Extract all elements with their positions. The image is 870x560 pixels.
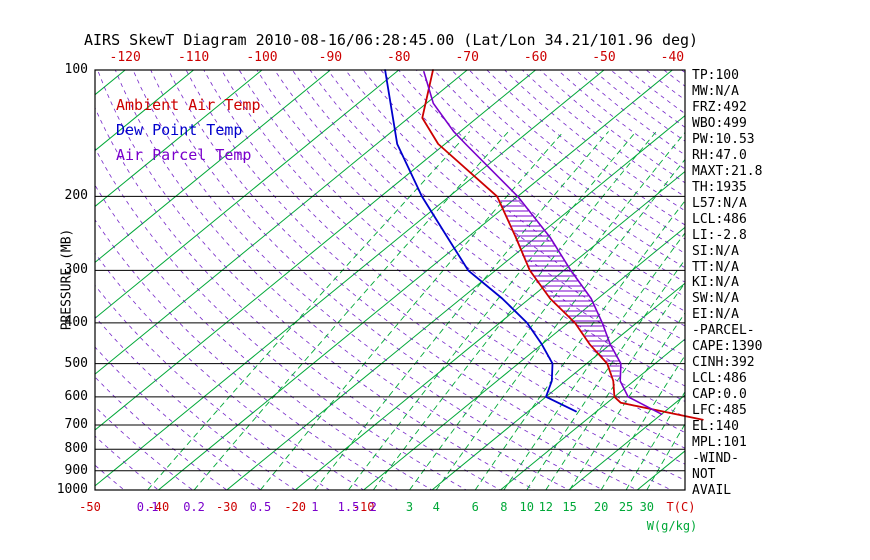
bottom-temp-label: -10 [352, 500, 375, 514]
legend-ambient-air-temp: Ambient Air Temp [116, 96, 261, 114]
mixing-ratio-label: 4 [432, 500, 440, 514]
top-axis-label: -40 [660, 50, 685, 65]
stats-line: RH:47.0 [692, 147, 747, 163]
mixing-ratio-lines [147, 131, 685, 490]
skewt-background [95, 70, 685, 490]
stats-line: MW:N/A [692, 83, 739, 99]
mixing-ratio-label: 0.2 [183, 500, 205, 514]
pressure-tick-label: 700 [64, 416, 88, 432]
stats-line: CINH:392 [692, 355, 755, 371]
stats-line: NOT [692, 467, 716, 482]
pressure-tick-label: 200 [64, 188, 88, 204]
stats-line: TT:N/A [692, 259, 739, 275]
legend-air-parcel-temp: Air Parcel Temp [116, 146, 252, 164]
pressure-tick-label: 300 [64, 262, 88, 278]
stats-line: CAPE:1390 [692, 339, 763, 355]
stats-line: EL:140 [692, 419, 739, 435]
bottom-temp-label: -50 [79, 500, 101, 514]
stats-line: SI:N/A [692, 243, 739, 259]
stats-line: LCL:486 [692, 371, 747, 387]
stats-line: -WIND- [692, 451, 739, 467]
top-axis-label: -90 [318, 50, 343, 65]
stats-line: MPL:101 [692, 435, 747, 451]
stats-line: CAP:0.0 [692, 387, 747, 403]
mixing-ratio-label: 8 [500, 500, 508, 514]
dewpoint-curve [384, 69, 577, 413]
mixing-ratio-label: 3 [405, 500, 414, 514]
mixing-ratio-label: 1.5 [337, 500, 360, 514]
stats-line: KI:N/A [692, 275, 739, 291]
mixing-ratio-label: 15 [562, 500, 577, 514]
stats-line: LI:-2.8 [692, 227, 747, 243]
stats-line: TP:100 [692, 68, 739, 83]
pressure-tick-label: 100 [64, 62, 88, 77]
isotherms [95, 70, 685, 490]
top-axis-label: -80 [387, 50, 411, 65]
top-axis-label: -100 [246, 50, 278, 65]
top-axis-label: -60 [523, 50, 548, 65]
mixing-ratio-label: 30 [639, 500, 655, 514]
parcel-temp-curve [423, 71, 663, 416]
stats-line: WBO:499 [692, 115, 747, 131]
legend-dew-point-temp: Dew Point Temp [116, 121, 243, 139]
pressure-gridlines [95, 69, 685, 491]
chart-title: AIRS SkewT Diagram 2010-08-16/06:28:45.0… [84, 31, 699, 49]
stats-line: L57:N/A [692, 195, 747, 211]
mixing-ratio-label: 6 [471, 500, 479, 514]
mixing-ratio-label: 1 [311, 500, 319, 514]
top-axis-label: -50 [592, 50, 616, 65]
stats-line: LCL:486 [692, 211, 747, 227]
pressure-tick-label: 500 [64, 355, 88, 371]
mixing-ratio-label: 12 [538, 500, 554, 514]
top-axis-label: -110 [177, 50, 210, 65]
bottom-temp-label: -20 [284, 500, 307, 514]
pressure-tick-label: 400 [64, 314, 88, 330]
mixing-ratio-label: 10 [519, 500, 534, 514]
top-axis-label: -120 [109, 50, 141, 65]
plot-frame [94, 69, 686, 491]
temp-unit-label: T(C) [666, 500, 696, 514]
stats-line: LFC:485 [692, 403, 747, 419]
pressure-tick-label: 600 [64, 388, 88, 404]
top-axis-label: -70 [455, 50, 479, 65]
mixing-ratio-label: 0.5 [249, 500, 272, 514]
pressure-tick-label: 1000 [56, 482, 88, 497]
stats-line: MAXT:21.8 [692, 163, 763, 179]
stats-line: TH:1935 [692, 179, 747, 195]
cape-hatch [500, 200, 620, 377]
stats-line: AVAIL [692, 482, 732, 498]
dry-adiabats [95, 70, 685, 490]
pressure-tick-label: 800 [64, 441, 88, 457]
mixing-ratio-label: 25 [618, 500, 634, 514]
mixing-ratio-label: 0.1 [136, 500, 159, 514]
mixing-ratio-label: 20 [593, 500, 609, 514]
bottom-temp-label: -40 [147, 500, 170, 514]
stats-line: FRZ:492 [692, 99, 747, 115]
ambient-temp-curve [421, 69, 704, 421]
pressure-tick-label: 900 [64, 462, 88, 478]
stats-line: EI:N/A [692, 307, 739, 323]
stats-line: SW:N/A [692, 291, 739, 307]
stats-line: PW:10.53 [692, 131, 755, 147]
mixing-ratio-label: 2 [369, 500, 377, 514]
mix-unit-label: W(g/kg) [646, 519, 698, 533]
stats-line: -PARCEL- [692, 323, 755, 339]
bottom-temp-label: -30 [215, 500, 238, 514]
